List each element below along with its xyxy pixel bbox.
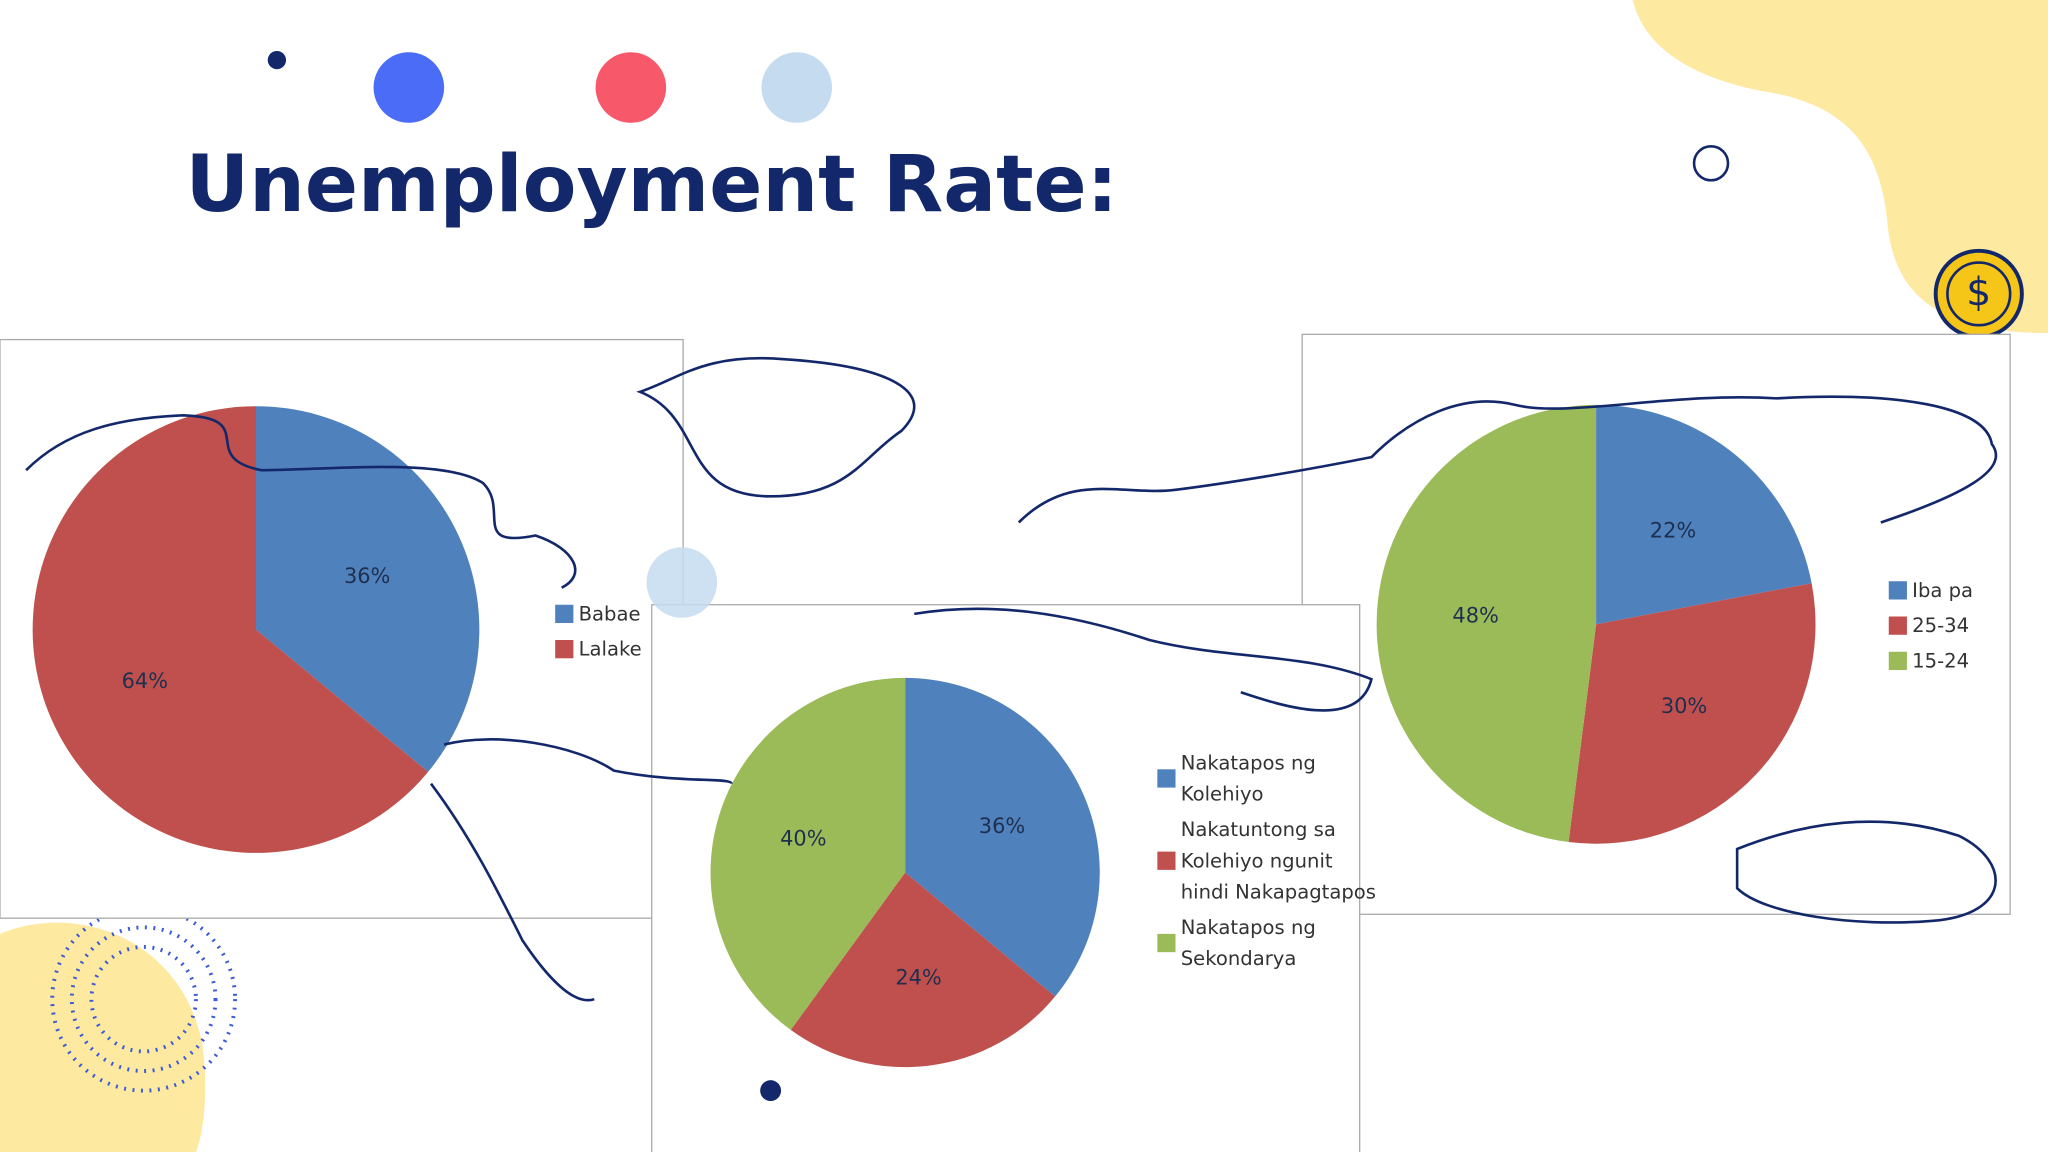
blob	[0, 922, 206, 1152]
legend-label: Nakatapos ng Kolehiyo	[1180, 751, 1316, 806]
pie-slice	[1568, 583, 1816, 844]
pie: 22% 30% 48% Iba pa 25-34 15-24	[1376, 404, 2048, 844]
legend-swatch	[555, 640, 574, 659]
legend-item: Nakatuntong sa Kolehiyo ngunit hindi Nak…	[1157, 814, 1384, 908]
pie: 36% 64% Babae Lalake	[32, 406, 717, 853]
pie-slice	[256, 406, 480, 772]
legend-swatch	[1157, 933, 1176, 953]
charts: 36% 64% Babae Lalake 36% 24% 40% Nakatapos ng K…	[32, 404, 2048, 1068]
pie-slice	[905, 677, 1100, 997]
legend-label: 15-24	[1912, 649, 1970, 673]
pie-slice	[1376, 404, 1597, 843]
data-label: 48%	[1452, 604, 1498, 628]
data-label: 22%	[1650, 518, 1696, 542]
legend: Iba pa 25-34 15-24	[1888, 575, 2048, 677]
coin-icon: $	[1966, 271, 1991, 316]
dot-pattern	[89, 944, 198, 1054]
pie-slice	[790, 872, 1056, 1068]
legend-box: Babae Lalake	[555, 598, 717, 665]
legend-swatch	[1888, 581, 1907, 600]
legend-item: Nakatapos ng Sekondarya	[1157, 912, 1384, 975]
legend-label: Nakatuntong sa Kolehiyo ngunit hindi Nak…	[1180, 817, 1376, 904]
legend-label: Lalake	[578, 637, 642, 661]
legend-item: Iba pa	[1888, 575, 2048, 606]
legend-box: Nakatapos ng Kolehiyo Nakatuntong sa Kole…	[1157, 747, 1384, 974]
coin	[1946, 261, 2012, 327]
data-label: 36%	[344, 564, 390, 588]
data-label: 36%	[979, 814, 1025, 838]
dot-pattern	[69, 925, 218, 1073]
ring	[1692, 144, 1730, 182]
legend-label: Babae	[578, 602, 641, 626]
legend-label: 25-34	[1912, 613, 1970, 638]
legend-item: Lalake	[555, 633, 717, 664]
dot	[595, 52, 667, 123]
legend-label: Iba pa	[1912, 578, 1974, 603]
pie-slice	[710, 677, 906, 1030]
legend: Nakatapos ng Kolehiyo Nakatuntong sa Kole…	[1157, 747, 1384, 974]
dot	[267, 50, 287, 70]
pie: 36% 24% 40% Nakatapos ng Kolehiyo Nakatunton…	[710, 677, 1384, 1068]
blob	[1632, 0, 2048, 334]
legend-label: Nakatapos ng Sekondarya	[1180, 915, 1316, 971]
data-label: 30%	[1661, 694, 1707, 718]
legend-swatch	[1888, 651, 1907, 671]
legend-box: Iba pa 25-34 15-24	[1888, 575, 2048, 677]
dot	[761, 52, 832, 123]
dot	[646, 547, 718, 618]
dot	[760, 1080, 782, 1102]
legend-swatch	[1157, 769, 1176, 788]
title: Unemployment Rate:	[185, 139, 1118, 230]
legend-swatch	[1157, 851, 1176, 870]
pie-slice	[32, 406, 429, 853]
pie-slice	[1596, 404, 1812, 625]
legend-item: 15-24	[1888, 645, 2048, 676]
legend-swatch	[555, 604, 574, 624]
data-label: 40%	[780, 826, 826, 850]
legend-item: 25-34	[1888, 610, 2048, 641]
dot	[373, 52, 445, 123]
world-map	[25, 356, 1998, 1002]
legend-swatch	[1888, 616, 1907, 635]
legend-item: Nakatapos ng Kolehiyo	[1157, 747, 1384, 810]
dot-pattern	[50, 905, 238, 1093]
data-label: 24%	[895, 966, 941, 990]
legend-item: Babae	[555, 598, 717, 629]
data-label: 64%	[122, 669, 168, 693]
legend: Babae Lalake	[555, 598, 717, 665]
